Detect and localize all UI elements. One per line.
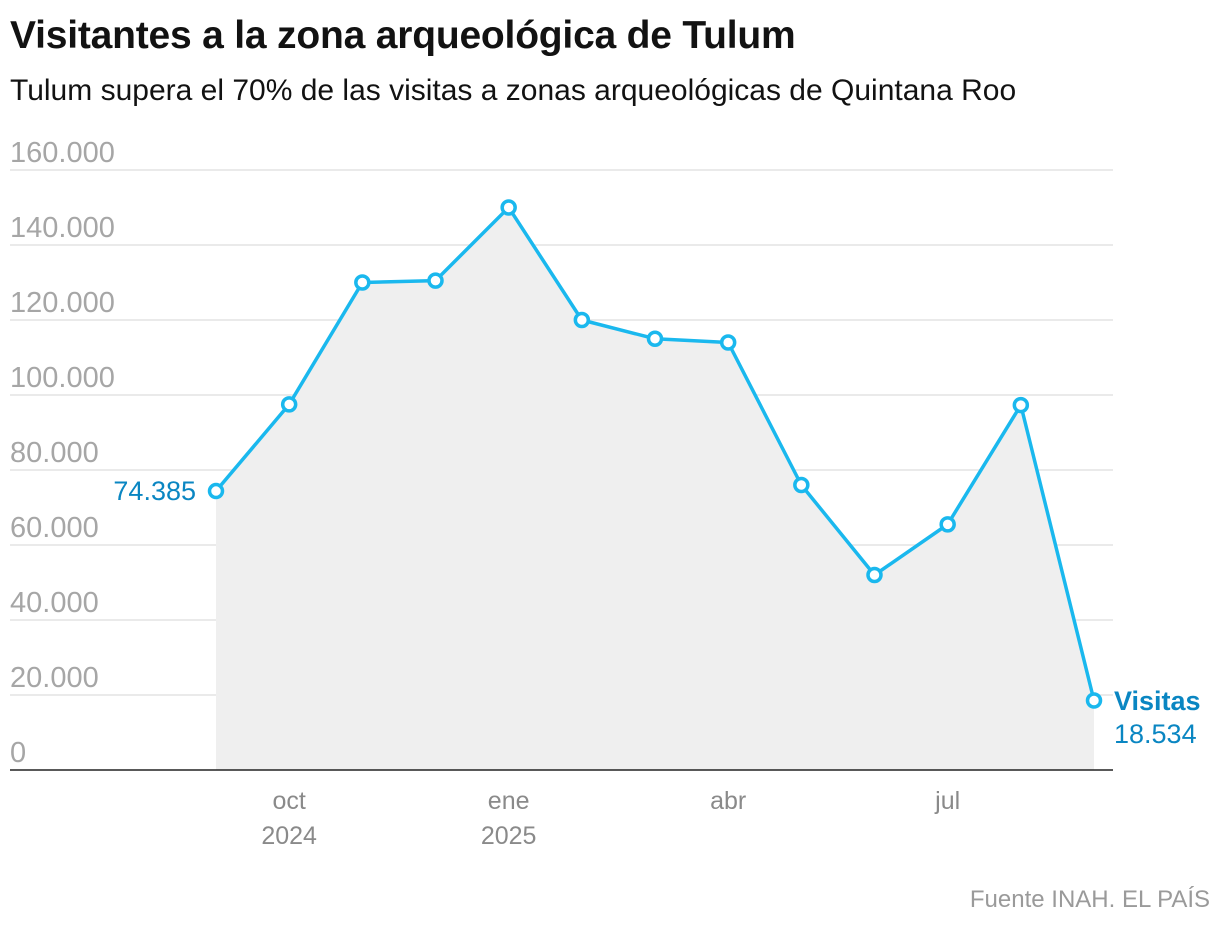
data-point-7	[719, 334, 737, 351]
data-point-2	[354, 274, 371, 291]
data-point-0	[207, 482, 225, 500]
data-point-12	[1085, 692, 1103, 709]
data-point-5	[573, 311, 591, 329]
chart-subtitle: Tulum supera el 70% de las visitas a zon…	[10, 74, 1017, 107]
data-point-4	[500, 199, 517, 216]
data-point-11	[1012, 396, 1030, 414]
y-tick-label-4: 80.000	[10, 437, 99, 469]
line-chart: 0 20.000 40.000 60.000 80.000 100.000 120.000 1…	[10, 137, 1201, 850]
y-tick-label-7: 140.000	[10, 212, 115, 244]
source-note: Fuente INAH. EL PAÍS	[969, 886, 1210, 913]
chart-title: Visitantes a la zona arqueológica de Tul…	[10, 14, 796, 57]
y-axis-labels: 0 20.000 40.000 60.000 80.000 100.000 120.000 1…	[10, 137, 115, 769]
x-tick-label-1: ene	[488, 787, 530, 815]
first-value-label: 74.385	[113, 476, 196, 506]
x-tick-label-0: oct	[272, 787, 305, 815]
y-tick-label-0: 0	[10, 737, 26, 769]
data-point-6	[646, 330, 664, 347]
series-area	[216, 207, 1094, 770]
y-tick-label-5: 100.000	[10, 362, 115, 394]
data-point-9	[866, 566, 883, 584]
x-axis-labels: oct 2024 ene 2025 abr jul	[261, 787, 960, 850]
y-tick-label-2: 40.000	[10, 587, 99, 619]
y-tick-label-1: 20.000	[10, 662, 99, 694]
x-tick-year-1: 2025	[481, 822, 537, 850]
y-tick-label-8: 160.000	[10, 137, 115, 169]
series-name-label: Visitas	[1114, 686, 1201, 716]
x-tick-year-0: 2024	[261, 822, 317, 850]
data-point-10	[939, 516, 956, 533]
data-point-8	[793, 476, 810, 494]
data-point-3	[427, 272, 444, 289]
data-point-1	[280, 396, 298, 413]
last-value-label: 18.534	[1114, 719, 1197, 749]
x-tick-label-2: abr	[710, 787, 746, 815]
x-tick-label-3: jul	[934, 787, 960, 815]
data-points	[207, 199, 1103, 709]
y-tick-label-3: 60.000	[10, 512, 99, 544]
y-tick-label-6: 120.000	[10, 287, 115, 319]
